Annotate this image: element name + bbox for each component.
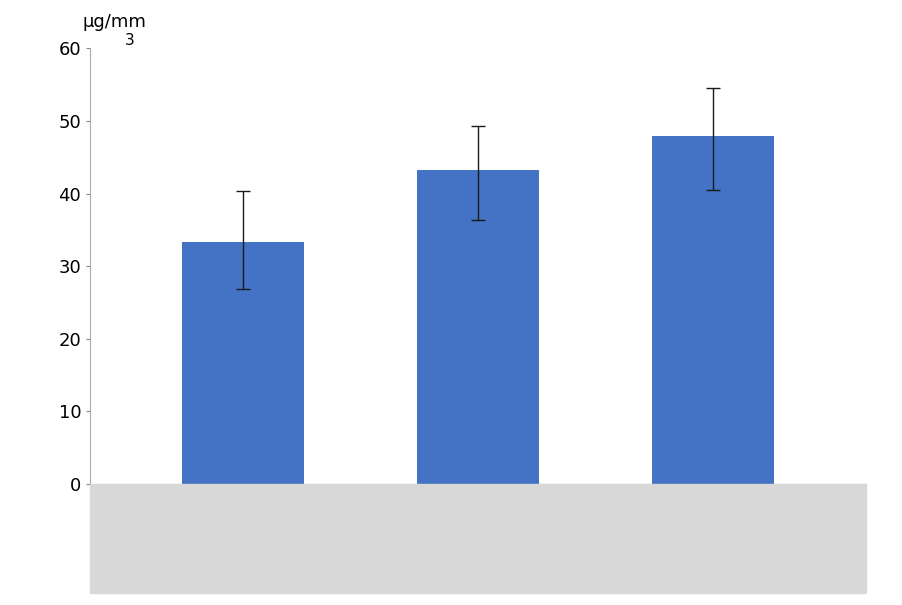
Bar <box>417 169 539 484</box>
Text: 他社製品: 他社製品 <box>688 528 738 549</box>
Bar <box>182 242 304 484</box>
Text: SE ONE: SE ONE <box>204 528 282 549</box>
Text: トライエスボンド: トライエスボンド <box>428 528 528 549</box>
Text: 3: 3 <box>125 33 135 48</box>
Text: μg/mm: μg/mm <box>82 13 146 31</box>
Bar <box>652 136 774 484</box>
